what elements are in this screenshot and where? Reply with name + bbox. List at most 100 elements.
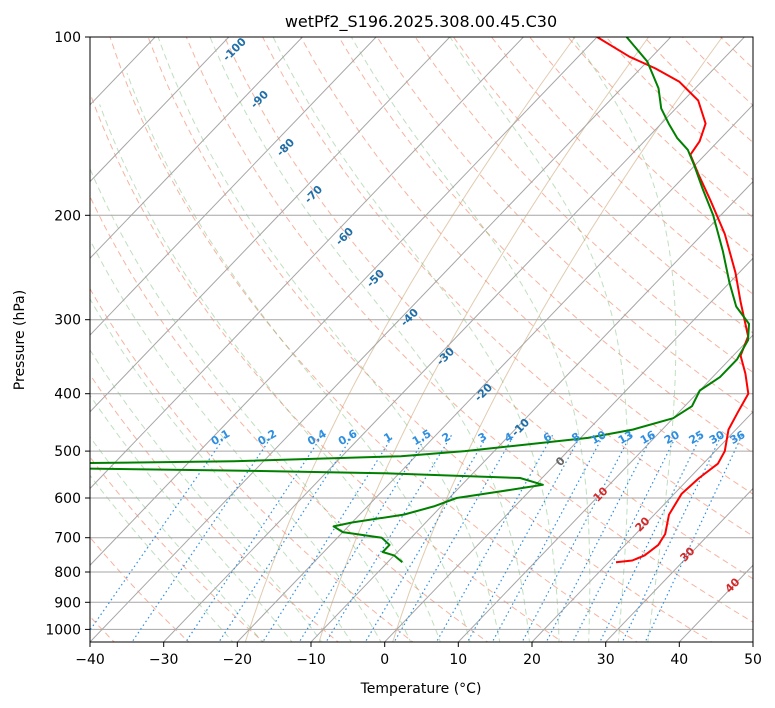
moist-adiabat bbox=[90, 474, 234, 642]
isotherm-line bbox=[90, 37, 672, 642]
mixing-ratio-label: 0.4 bbox=[305, 427, 329, 448]
data-series bbox=[90, 37, 750, 564]
dry-adiabat bbox=[414, 37, 753, 374]
y-tick-label: 900 bbox=[54, 595, 81, 611]
mixing-ratio-line bbox=[466, 434, 582, 642]
chart-title: wetPf2_S196.2025.308.00.45.C30 bbox=[285, 12, 557, 32]
moist-adiabat bbox=[572, 37, 677, 642]
dry-adiabat bbox=[338, 37, 753, 454]
moist-adiabat-label: 40 bbox=[723, 575, 743, 595]
mixing-ratio-line bbox=[218, 434, 354, 642]
isotherm-line bbox=[383, 257, 753, 642]
x-tick-label: 0 bbox=[380, 652, 389, 668]
mixing-ratio-line bbox=[572, 434, 678, 642]
moist-adiabat bbox=[126, 72, 471, 642]
y-tick-label: 700 bbox=[54, 531, 81, 547]
isotherm-line bbox=[531, 411, 753, 642]
x-axis-label: Temperature (°C) bbox=[360, 681, 482, 697]
mixing-ratio-label: 2 bbox=[440, 430, 453, 445]
isotherm-line bbox=[90, 37, 377, 336]
dry-adiabat-label: -50 bbox=[364, 267, 387, 290]
y-tick-label: 300 bbox=[54, 313, 81, 329]
y-tick-label: 800 bbox=[54, 565, 81, 581]
isotherm-line bbox=[90, 37, 230, 183]
dry-adiabat bbox=[262, 37, 753, 537]
isotherm-line bbox=[162, 37, 746, 642]
moist-adiabat bbox=[90, 394, 293, 642]
isotherm-line bbox=[236, 104, 753, 642]
dry-adiabat bbox=[90, 287, 414, 642]
isotherm-line bbox=[90, 37, 525, 490]
y-tick-label: 1000 bbox=[45, 622, 81, 638]
mixing-ratio-label: 0.1 bbox=[209, 427, 232, 448]
mixing-ratio-line bbox=[521, 434, 632, 642]
mixing-ratio-label: 36 bbox=[728, 428, 748, 447]
moist-adiabat bbox=[90, 167, 412, 642]
x-tick-label: −30 bbox=[149, 652, 179, 668]
x-axis: −40 −30 −20 −10 0 10 20 30 40 50 bbox=[75, 642, 762, 668]
mixing-ratio-label: 20 bbox=[662, 428, 682, 447]
y-axis: 1000 900 800 700 600 500 400 300 200 100 bbox=[45, 30, 90, 638]
dewpoint-profile-line bbox=[90, 37, 750, 563]
dry-adiabat bbox=[376, 37, 753, 413]
mixing-ratio-line bbox=[599, 434, 702, 642]
dry-adiabat bbox=[224, 37, 753, 580]
moist-adiabat-label: 30 bbox=[678, 544, 698, 564]
mixing-ratio-label: 13 bbox=[616, 428, 636, 447]
x-tick-label: 10 bbox=[449, 652, 467, 668]
dry-adiabat bbox=[109, 37, 638, 642]
dry-adiabat bbox=[452, 37, 753, 334]
background-lines bbox=[90, 37, 775, 644]
y-tick-label: 200 bbox=[54, 208, 81, 224]
mixing-ratio-line bbox=[185, 434, 323, 642]
y-tick-label: 500 bbox=[54, 444, 81, 460]
y-tick-label: 600 bbox=[54, 491, 81, 507]
line-labels: 0.1 0.2 0.4 0.6 1 1.5 2 3 4 6 8 10 13 16 20 25 30 36-100-… bbox=[209, 35, 748, 596]
dry-adiabat bbox=[90, 536, 190, 642]
dry-adiabat bbox=[90, 195, 489, 642]
mixing-ratio-line bbox=[262, 434, 394, 642]
isotherm-line bbox=[310, 180, 753, 642]
dry-adiabat bbox=[759, 37, 775, 644]
mixing-ratio-label: 25 bbox=[687, 428, 707, 447]
isotherm-line bbox=[90, 37, 598, 566]
dry-adiabat bbox=[491, 37, 753, 295]
x-tick-label: 30 bbox=[597, 652, 615, 668]
dry-adiabat-label: -90 bbox=[248, 88, 271, 111]
isotherm-line bbox=[90, 37, 304, 259]
dry-adiabat bbox=[300, 37, 753, 495]
dry-adiabat-label: -40 bbox=[398, 306, 421, 329]
mixing-ratio-line bbox=[131, 434, 274, 642]
dry-adiabat bbox=[147, 37, 713, 642]
mixing-ratio-label: 16 bbox=[638, 428, 658, 447]
mixing-ratio-label: 30 bbox=[707, 428, 727, 447]
moist-adiabat-label: 20 bbox=[633, 514, 653, 534]
x-tick-label: −40 bbox=[75, 652, 105, 668]
y-axis-label: Pressure (hPa) bbox=[12, 290, 28, 390]
mixing-ratio-line bbox=[90, 434, 227, 632]
mixing-ratio-line bbox=[298, 434, 428, 642]
isotherm-line bbox=[752, 641, 753, 642]
mixing-ratio-line bbox=[491, 434, 604, 642]
moist-adiabat bbox=[209, 37, 530, 642]
isotherm-line bbox=[90, 37, 451, 413]
y-tick-label: 100 bbox=[54, 30, 81, 46]
moist-adiabat bbox=[99, 104, 441, 642]
isotherm-line bbox=[457, 334, 753, 642]
x-tick-label: 20 bbox=[523, 652, 541, 668]
y-tick-label: 400 bbox=[54, 387, 81, 403]
x-tick-label: −10 bbox=[296, 652, 326, 668]
mixing-ratio-label: 1 bbox=[381, 430, 394, 445]
moist-adiabat bbox=[90, 238, 382, 642]
mixing-ratio-line bbox=[621, 434, 722, 642]
moist-adiabat bbox=[90, 298, 352, 642]
mixing-ratio-label: 3 bbox=[476, 430, 489, 445]
plot-frame bbox=[89, 36, 754, 643]
dry-adiabat-label: -20 bbox=[472, 381, 495, 404]
moist-adiabat bbox=[157, 37, 501, 642]
temperature-profile-line bbox=[596, 37, 750, 564]
dry-adiabat-label: -30 bbox=[434, 345, 457, 368]
x-tick-label: −20 bbox=[223, 652, 253, 668]
dry-adiabat-label: -60 bbox=[333, 225, 356, 248]
